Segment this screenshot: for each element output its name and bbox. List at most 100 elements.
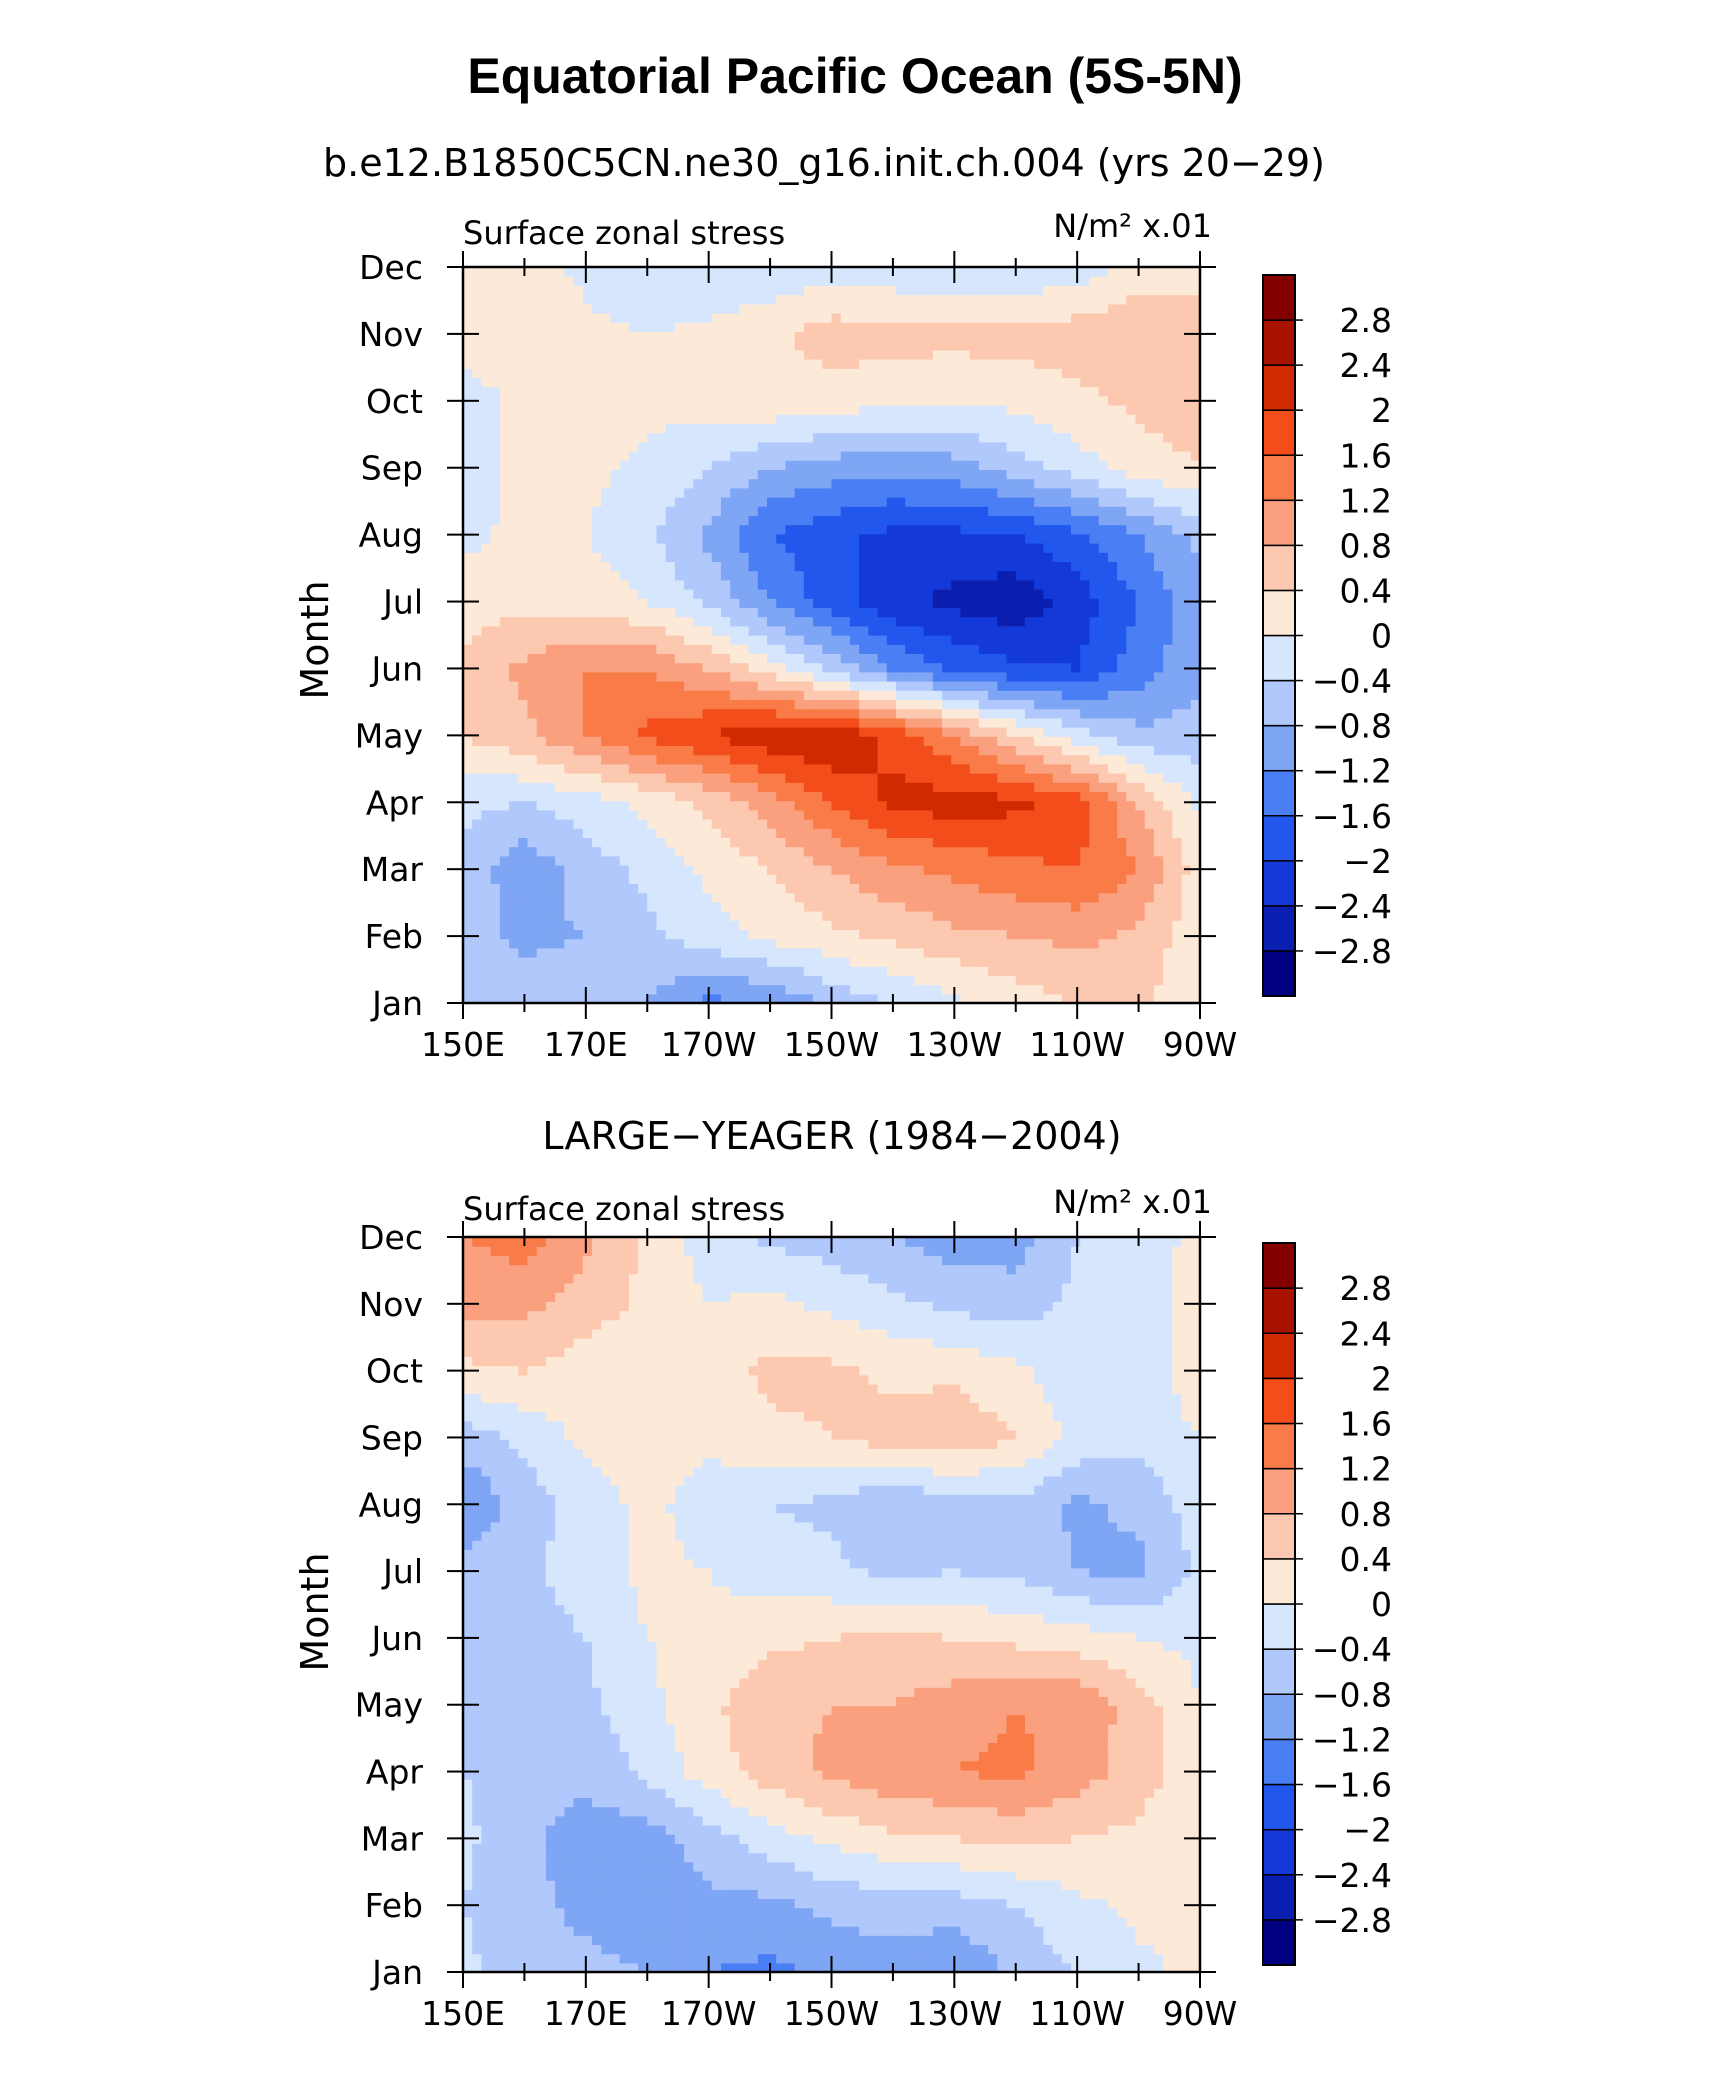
heatmap-cell [840,441,851,452]
heatmap-cell [794,543,805,553]
heatmap-cell [711,625,722,636]
heatmap-cell [988,837,998,848]
heatmap-cell [942,993,952,1004]
heatmap-cell [748,441,759,452]
heatmap-cell [1190,524,1201,535]
heatmap-cell [628,865,639,875]
heatmap-cell [1107,625,1118,636]
heatmap-cell [481,993,492,1004]
heatmap-cell [730,828,740,838]
heatmap-cell [573,653,584,664]
heatmap-cell [923,460,934,470]
heatmap-cell [610,938,621,949]
heatmap-cell [545,947,556,958]
heatmap-cell [776,892,787,903]
heatmap-cell [1172,570,1183,581]
heatmap-cell [1135,478,1146,489]
heatmap-cell [518,975,529,986]
heatmap-cell [1071,782,1081,792]
heatmap-cell [518,690,529,700]
heatmap-cell [610,800,621,811]
heatmap-cell [849,947,860,958]
heatmap-cell [960,690,971,700]
heatmap-cell [1181,773,1192,783]
heatmap-cell [481,754,492,765]
heatmap-cell [499,846,510,857]
heatmap-cell [776,469,787,480]
heatmap-cell [822,533,833,544]
heatmap-cell [1126,671,1137,682]
heatmap-cell [942,727,952,737]
heatmap-cell [518,846,529,857]
heatmap-cell [693,497,704,507]
heatmap-cell [1061,515,1072,526]
heatmap-cell [647,782,658,792]
heatmap-cell [619,653,630,664]
heatmap-cell [647,846,658,857]
heatmap-cell [527,671,538,682]
heatmap-cell [877,671,888,682]
heatmap-cell [1172,543,1183,553]
heatmap-cell [785,957,796,967]
heatmap-cell [868,487,879,498]
heatmap-cell [859,837,869,848]
heatmap-cell [960,837,971,848]
heatmap-cell [813,708,823,719]
heatmap-cell [1135,653,1146,664]
heatmap-cell [1098,782,1109,792]
heatmap-cell [822,901,833,912]
heatmap-cell [601,708,611,719]
heatmap-cell [739,874,750,884]
heatmap-cell [822,625,833,636]
heatmap-cell [472,469,483,480]
heatmap-cell [527,874,538,884]
heatmap-cell [942,589,952,599]
heatmap-cell [1144,736,1155,746]
heatmap-cell [693,901,704,912]
heatmap-cell [1034,561,1044,572]
heatmap-cell [831,828,842,838]
heatmap-cell [518,947,529,958]
heatmap-cell [840,773,851,783]
heatmap-cell [619,975,630,986]
heatmap-cell [1043,533,1054,544]
heatmap-cell [1043,874,1054,884]
heatmap-cell [545,865,556,875]
heatmap-cell [1153,911,1164,921]
heatmap-cell [840,506,851,516]
heatmap-cell [859,515,869,526]
heatmap-cell [868,699,879,710]
heatmap-cell [647,690,658,700]
heatmap-cell [610,524,621,535]
heatmap-cell [868,837,879,848]
heatmap-cell [684,745,694,756]
heatmap-cell [665,745,676,756]
heatmap-cell [757,901,768,912]
heatmap-cell [1163,984,1173,995]
heatmap-cell [859,671,869,682]
heatmap-cell [739,855,750,866]
heatmap-cell [831,699,842,710]
heatmap-cell [702,524,713,535]
heatmap-cell [481,920,492,930]
heatmap-cell [1117,773,1127,783]
heatmap-cell [757,874,768,884]
heatmap-cell [536,892,547,903]
heatmap-cell [739,561,750,572]
heatmap-cell [988,441,998,452]
heatmap-cell [545,708,556,719]
heatmap-cell [822,791,833,802]
heatmap-cell [776,690,787,700]
heatmap-cell [555,754,565,765]
heatmap-cell [748,754,759,765]
heatmap-cell [1052,607,1063,618]
heatmap-cell [748,561,759,572]
heatmap-cell [932,432,943,443]
heatmap-cell [564,653,575,664]
heatmap-cell [895,773,906,783]
heatmap-cell [684,717,694,728]
heatmap-cell [555,855,565,866]
heatmap-cell [591,460,602,470]
heatmap-cell [1107,671,1118,682]
heatmap-cell [619,699,630,710]
